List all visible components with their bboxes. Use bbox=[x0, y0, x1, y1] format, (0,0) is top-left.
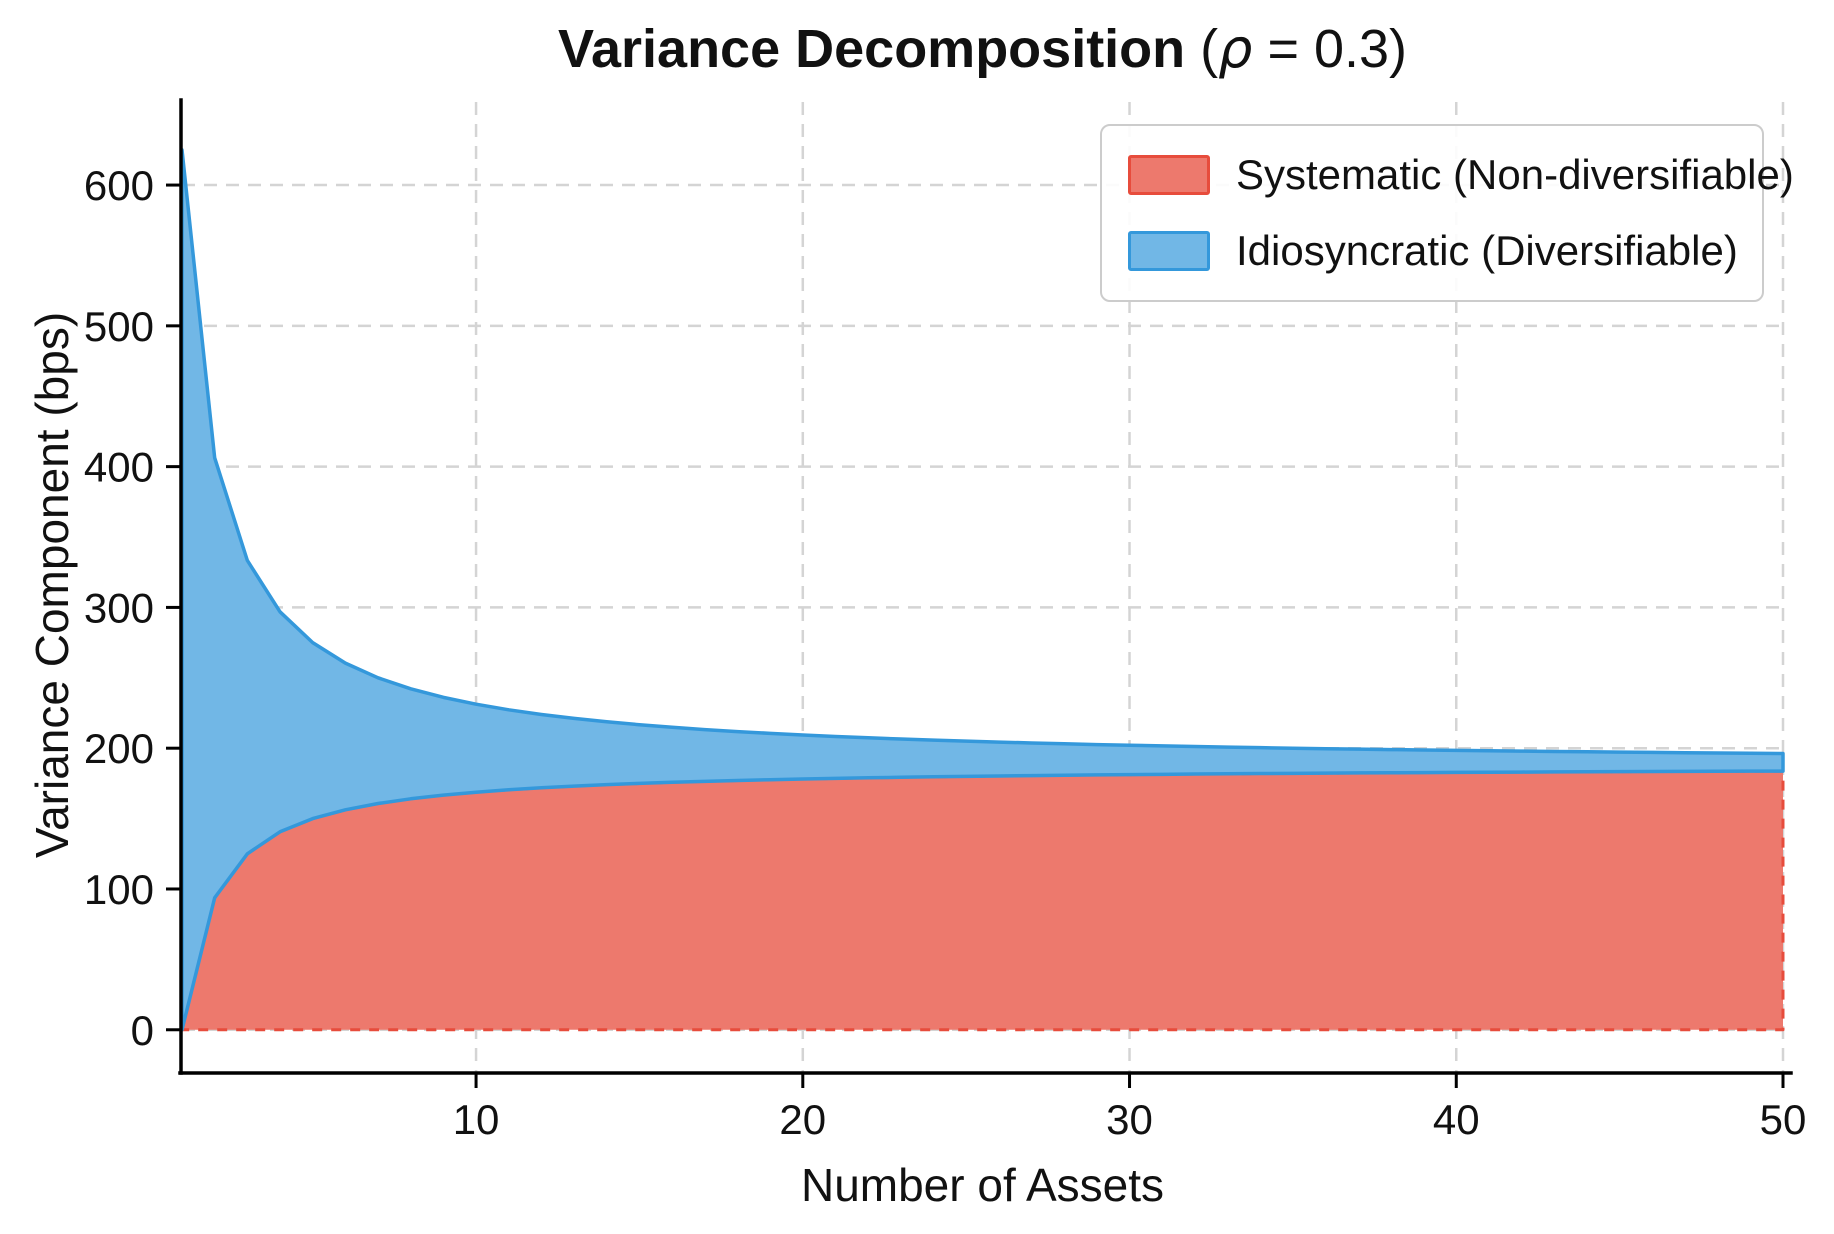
y-tick-label-200: 200 bbox=[84, 725, 154, 772]
x-axis-title: Number of Assets bbox=[800, 1159, 1165, 1211]
tick-labels: 0 100 200 300 400 500 600 10 20 30 40 50 bbox=[84, 162, 1806, 1143]
legend-item-idiosyncratic: Idiosyncratic (Diversifiable) bbox=[1128, 218, 1738, 284]
chart-title-main: Variance Decomposition bbox=[557, 19, 1186, 79]
legend-label-systematic: Systematic (Non-diversifiable) bbox=[1236, 151, 1794, 198]
series-idiosyncratic-area bbox=[180, 148, 1785, 1032]
series-areas bbox=[180, 148, 1785, 1032]
y-tick-label-300: 300 bbox=[84, 584, 154, 631]
chart-title-rho: ρ bbox=[1218, 17, 1253, 80]
chart-title: Variance Decomposition (ρ = 0.3) bbox=[182, 18, 1783, 80]
chart-title-open-paren: ( bbox=[1185, 19, 1219, 79]
x-tick-label-20: 20 bbox=[779, 1096, 826, 1143]
legend-item-systematic: Systematic (Non-diversifiable) bbox=[1128, 142, 1794, 208]
x-tick-label-30: 30 bbox=[1106, 1096, 1153, 1143]
x-tick-label-50: 50 bbox=[1760, 1096, 1807, 1143]
y-tick-label-0: 0 bbox=[131, 1007, 154, 1054]
legend-label-idiosyncratic: Idiosyncratic (Diversifiable) bbox=[1236, 227, 1738, 274]
legend-swatch-systematic bbox=[1128, 155, 1210, 195]
y-axis-title: Variance Component (bps) bbox=[26, 311, 78, 859]
x-tick-label-10: 10 bbox=[453, 1096, 500, 1143]
y-tick-label-500: 500 bbox=[84, 303, 154, 350]
axes bbox=[166, 98, 1793, 1088]
y-tick-label-400: 400 bbox=[84, 444, 154, 491]
series-systematic-area bbox=[180, 769, 1785, 1032]
y-tick-label-600: 600 bbox=[84, 162, 154, 209]
x-tick-label-40: 40 bbox=[1433, 1096, 1480, 1143]
legend: Systematic (Non-diversifiable) Idiosyncra… bbox=[1100, 124, 1794, 302]
legend-swatch-idiosyncratic bbox=[1128, 231, 1210, 271]
y-tick-label-100: 100 bbox=[84, 866, 154, 913]
chart-title-tail: = 0.3) bbox=[1252, 19, 1408, 79]
